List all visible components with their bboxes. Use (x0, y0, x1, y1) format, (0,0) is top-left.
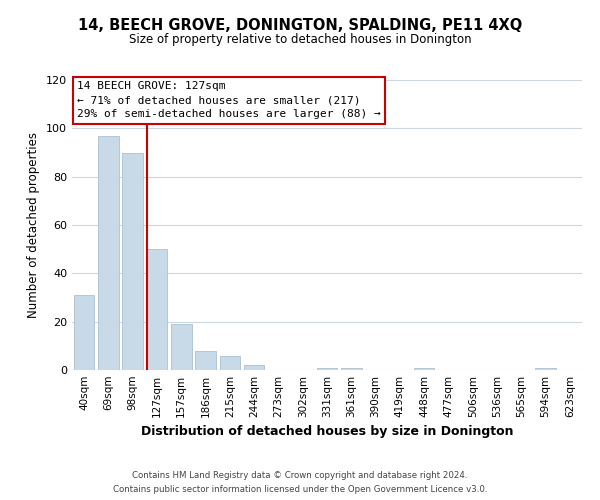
Text: 14, BEECH GROVE, DONINGTON, SPALDING, PE11 4XQ: 14, BEECH GROVE, DONINGTON, SPALDING, PE… (78, 18, 522, 32)
Bar (122, 152, 143, 370)
Bar (98, 136, 119, 370)
Bar (74, 295, 94, 370)
Bar (317, 368, 337, 370)
Bar (535, 368, 556, 370)
Bar (195, 350, 216, 370)
X-axis label: Distribution of detached houses by size in Donington: Distribution of detached houses by size … (141, 426, 513, 438)
Text: Size of property relative to detached houses in Donington: Size of property relative to detached ho… (128, 32, 472, 46)
Bar (171, 324, 191, 370)
Text: Contains HM Land Registry data © Crown copyright and database right 2024.
Contai: Contains HM Land Registry data © Crown c… (113, 472, 487, 494)
Bar (244, 365, 265, 370)
Bar (414, 368, 434, 370)
Bar (220, 356, 240, 370)
Bar (341, 368, 362, 370)
Text: 14 BEECH GROVE: 127sqm
← 71% of detached houses are smaller (217)
29% of semi-de: 14 BEECH GROVE: 127sqm ← 71% of detached… (77, 82, 381, 120)
Bar (146, 249, 167, 370)
Y-axis label: Number of detached properties: Number of detached properties (28, 132, 40, 318)
